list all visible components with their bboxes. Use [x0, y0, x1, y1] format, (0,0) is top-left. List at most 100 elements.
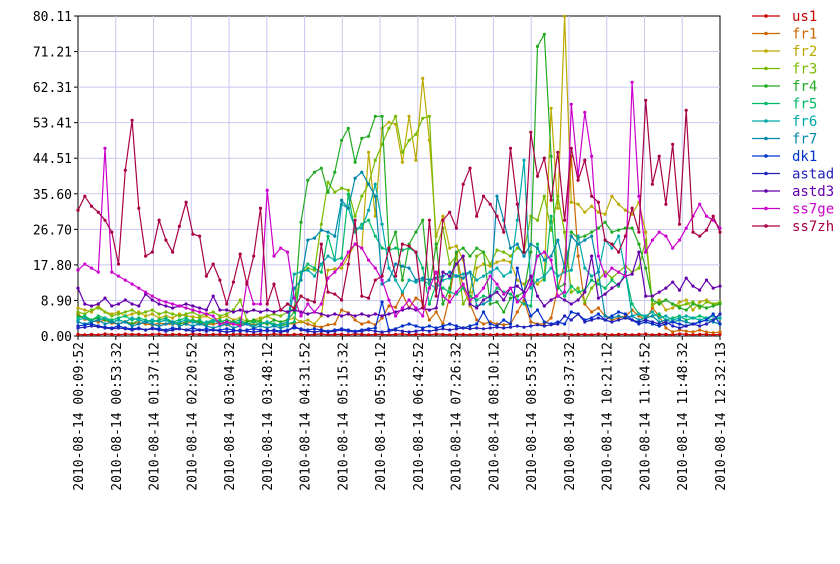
data-point-astad: [218, 329, 222, 333]
data-point-fr1: [515, 310, 519, 314]
data-point-fr7: [461, 276, 465, 280]
data-point-ss7zh: [596, 200, 601, 204]
data-point-ss7ge: [495, 282, 499, 286]
data-point-astad: [272, 329, 276, 333]
data-point-fr6: [177, 320, 181, 324]
data-point-astd3: [130, 302, 134, 306]
data-point-fr3: [407, 138, 411, 142]
data-point-dk1: [671, 320, 675, 324]
data-point-fr4: [319, 166, 323, 170]
data-point-ss7ge: [76, 268, 80, 272]
data-point-astd3: [664, 286, 668, 290]
data-point-ss7ge: [225, 320, 229, 324]
data-point-fr6: [475, 278, 479, 282]
data-point-fr4: [711, 304, 715, 308]
data-point-us1: [218, 332, 222, 336]
data-point-ss7ge: [664, 234, 668, 238]
data-point-us1: [245, 333, 249, 337]
x-tick-label: 2010-08-14 00:09:52: [72, 342, 87, 491]
data-point-fr3: [89, 308, 94, 312]
data-point-us1: [508, 333, 513, 337]
data-point-ss7ge: [684, 226, 688, 230]
data-point-fr4: [481, 250, 486, 254]
data-point-ss7zh: [326, 290, 330, 294]
data-point-astd3: [110, 304, 114, 308]
legend-marker-fr6: [764, 119, 768, 123]
data-point-astad: [644, 318, 648, 322]
data-point-fr7: [299, 278, 303, 282]
data-point-astd3: [650, 294, 655, 298]
data-point-fr2: [407, 114, 411, 118]
data-point-ss7ge: [671, 246, 675, 250]
data-point-fr1: [664, 326, 668, 330]
data-point-fr7: [448, 270, 452, 274]
data-point-fr3: [123, 310, 127, 314]
data-point-fr3: [211, 310, 215, 314]
data-point-ss7ge: [326, 276, 330, 280]
data-point-astad: [225, 330, 229, 334]
data-point-ss7ge: [272, 254, 276, 258]
data-point-astad: [427, 329, 431, 333]
data-point-fr6: [522, 158, 526, 162]
data-point-fr4: [306, 178, 310, 182]
data-point-astad: [441, 327, 445, 331]
x-tick-label: 2010-08-14 08:53:52: [525, 342, 540, 491]
data-point-fr1: [340, 308, 344, 312]
data-point-dk1: [515, 266, 519, 270]
data-point-fr5: [569, 284, 573, 288]
data-point-fr2: [603, 212, 607, 216]
x-tick-label: 2010-08-14 03:04:32: [223, 342, 238, 491]
data-point-fr7: [684, 320, 688, 324]
data-point-fr3: [590, 286, 594, 290]
data-point-astad: [556, 322, 560, 326]
data-point-astad: [610, 320, 614, 324]
data-point-astad: [252, 330, 256, 334]
data-point-fr7: [367, 182, 371, 186]
data-point-astad: [691, 322, 695, 326]
data-point-us1: [583, 332, 587, 336]
data-point-us1: [177, 332, 181, 336]
data-point-ss7zh: [704, 228, 709, 232]
legend-marker-fr5: [764, 101, 768, 106]
data-point-ss7zh: [569, 146, 573, 150]
legend-label: fr7: [792, 132, 817, 148]
data-point-astad: [711, 318, 715, 322]
data-point-fr7: [569, 234, 573, 238]
grid-lines: [78, 16, 720, 336]
data-point-fr1: [502, 323, 506, 327]
data-point-fr7: [204, 324, 208, 328]
data-point-fr4: [610, 230, 614, 234]
data-point-ss7ge: [407, 298, 411, 302]
legend-label: fr3: [792, 62, 817, 78]
data-point-dk1: [617, 310, 621, 314]
data-point-astad: [407, 330, 411, 334]
data-point-fr4: [299, 220, 303, 224]
data-point-fr6: [103, 316, 107, 320]
data-point-ss7zh: [617, 250, 621, 254]
data-point-dk1: [312, 327, 317, 331]
x-tick-label: 2010-08-14 04:31:52: [299, 342, 314, 491]
data-point-astd3: [684, 276, 688, 280]
data-point-fr6: [137, 318, 141, 322]
data-point-us1: [137, 332, 141, 336]
data-point-fr3: [502, 250, 506, 254]
data-point-fr6: [407, 278, 411, 282]
data-point-ss7ge: [590, 154, 594, 158]
data-point-fr3: [184, 312, 188, 316]
data-point-fr5: [610, 278, 614, 282]
data-point-ss7ge: [421, 314, 425, 318]
data-point-us1: [529, 333, 533, 337]
data-point-us1: [535, 332, 540, 336]
data-point-astd3: [238, 308, 242, 312]
data-point-fr3: [515, 246, 519, 250]
data-point-fr5: [495, 286, 499, 290]
data-point-fr3: [535, 218, 540, 222]
data-point-astad: [421, 328, 425, 332]
legend-marker-astad: [764, 171, 768, 176]
data-point-astd3: [610, 286, 614, 290]
data-point-fr3: [448, 262, 452, 266]
data-point-ss7ge: [353, 242, 357, 246]
data-point-ss7ge: [583, 110, 587, 114]
y-tick-label: 26.70: [33, 223, 72, 238]
data-point-astd3: [475, 306, 479, 310]
